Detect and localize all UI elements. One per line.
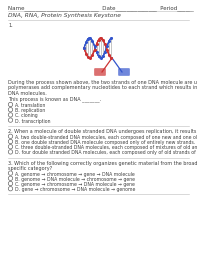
Text: C. three double-stranded DNA molecules, each composed of mixtures of old and new: C. three double-stranded DNA molecules, … — [15, 145, 197, 150]
Text: D. four double stranded DNA molecules, each composed only of old strands of DNA.: D. four double stranded DNA molecules, e… — [15, 150, 197, 155]
Text: polymerases add complementary nucleotides to each strand which results in the fo: polymerases add complementary nucleotide… — [8, 86, 197, 91]
Text: DNA molecules.: DNA molecules. — [8, 91, 47, 96]
Text: B. one double stranded DNA molecule composed only of entirely new strands.: B. one double stranded DNA molecule comp… — [15, 140, 195, 145]
Text: 2. When a molecule of double stranded DNA undergoes replication, it results in:: 2. When a molecule of double stranded DN… — [8, 129, 197, 134]
FancyBboxPatch shape — [94, 68, 106, 76]
Text: This process is known as DNA _______.: This process is known as DNA _______. — [8, 97, 101, 102]
Text: C. cloning: C. cloning — [15, 113, 38, 118]
Text: C. genome → chromosome → DNA molecule → gene: C. genome → chromosome → DNA molecule → … — [15, 182, 135, 187]
Text: A. translation: A. translation — [15, 103, 45, 108]
Text: A. two double-stranded DNA molecules, each composed of one new and one old stran: A. two double-stranded DNA molecules, ea… — [15, 135, 197, 140]
Text: B. genome → DNA molecule → chromosome → gene: B. genome → DNA molecule → chromosome → … — [15, 177, 135, 182]
Text: D. gene → chromosome → DNA molecule → genome: D. gene → chromosome → DNA molecule → ge… — [15, 187, 135, 192]
Text: During the process shown above, the two strands of one DNA molecule are unwound.: During the process shown above, the two … — [8, 80, 197, 85]
Text: B. replication: B. replication — [15, 108, 45, 113]
Text: A. genome → chromosome → gene → DNA molecule: A. genome → chromosome → gene → DNA mole… — [15, 172, 135, 177]
Text: specific category?: specific category? — [8, 166, 52, 171]
Text: 3. Which of the following correctly organizes genetic material from the broadest: 3. Which of the following correctly orga… — [8, 161, 197, 166]
Text: DNA, RNA, Protein Synthesis Keystone: DNA, RNA, Protein Synthesis Keystone — [8, 13, 121, 18]
Text: D. transcription: D. transcription — [15, 119, 50, 124]
Text: 1.: 1. — [8, 23, 13, 28]
FancyBboxPatch shape — [118, 68, 130, 76]
Text: Name___________________________  Date_______________  Period______: Name___________________________ Date____… — [8, 5, 194, 11]
